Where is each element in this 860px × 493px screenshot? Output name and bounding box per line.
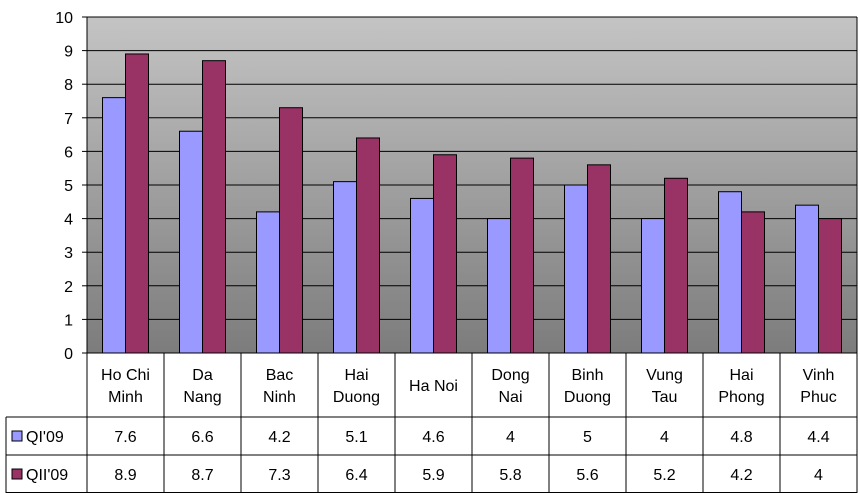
table-value: 4.8	[730, 429, 752, 446]
table-value: 4.2	[268, 429, 290, 446]
category-label: Nang	[183, 389, 221, 406]
table-value: 5.2	[653, 467, 675, 484]
category-label: Phuc	[800, 389, 836, 406]
y-tick-label: 2	[64, 279, 73, 296]
y-tick-label: 1	[64, 312, 73, 329]
y-tick-label: 0	[64, 346, 73, 363]
category-label: Duong	[564, 389, 611, 406]
table-value: 4	[506, 429, 515, 446]
table-value: 7.6	[114, 429, 136, 446]
table-value: 5	[583, 429, 592, 446]
table-value: 6.4	[345, 467, 367, 484]
bar	[202, 60, 226, 354]
category-label: Hai	[344, 367, 368, 384]
table-value: 4.4	[807, 429, 829, 446]
bar	[718, 191, 742, 354]
y-tick-label: 6	[64, 144, 73, 161]
category-label: Duong	[333, 389, 380, 406]
series-label: QI'09	[26, 429, 64, 446]
y-tick-label: 7	[64, 111, 73, 128]
category-label: Ho Chi	[101, 367, 150, 384]
category-label: Hai	[729, 367, 753, 384]
y-tick-label: 9	[64, 44, 73, 61]
y-tick-label: 8	[64, 77, 73, 94]
y-tick-label: 10	[55, 10, 73, 27]
category-label: Nai	[498, 389, 522, 406]
table-value: 5.6	[576, 467, 598, 484]
category-label: Dong	[491, 367, 529, 384]
category-label: Vung	[646, 367, 683, 384]
category-label: Da	[192, 367, 213, 384]
category-label: Tau	[652, 389, 678, 406]
bar	[818, 218, 842, 354]
bar	[179, 130, 203, 354]
table-value: 5.9	[422, 467, 444, 484]
category-label: Phong	[718, 389, 764, 406]
bar	[741, 211, 765, 354]
y-axis: 0 1 2 3 4 5 6 7 8 9 10	[55, 10, 88, 363]
table-value: 4.2	[730, 467, 752, 484]
legend-key	[11, 430, 23, 442]
bar	[487, 218, 511, 354]
bar	[795, 204, 819, 354]
table-value: 4	[814, 467, 823, 484]
bar	[356, 137, 380, 354]
bar	[641, 218, 665, 354]
category-label: Vinh	[803, 367, 835, 384]
data-table: Ho Chi Minh Da Nang Bac Ninh Hai Duong Ha Noi Don…	[5, 352, 858, 493]
bar	[510, 157, 534, 354]
table-value: 5.8	[499, 467, 521, 484]
table-value: 4	[660, 429, 669, 446]
bar	[256, 211, 280, 354]
category-label: Minh	[108, 389, 143, 406]
legend-key	[11, 468, 23, 480]
bar	[433, 154, 457, 354]
category-label: Ha Noi	[409, 378, 458, 395]
table-value: 7.3	[268, 467, 290, 484]
table-value: 8.9	[114, 467, 136, 484]
table-value: 8.7	[191, 467, 213, 484]
bar	[102, 97, 126, 354]
bar	[333, 181, 357, 354]
series-label: QII'09	[26, 467, 68, 484]
bar	[664, 177, 688, 354]
category-label: Ninh	[263, 389, 296, 406]
y-tick-label: 5	[64, 178, 73, 195]
table-value: 6.6	[191, 429, 213, 446]
table-value: 5.1	[345, 429, 367, 446]
y-tick-label: 3	[64, 245, 73, 262]
bars	[102, 53, 842, 354]
bar	[564, 184, 588, 354]
bar	[587, 164, 611, 354]
y-tick-label: 4	[64, 212, 73, 229]
category-label: Bac	[266, 367, 294, 384]
bar	[279, 107, 303, 354]
bar	[125, 53, 149, 354]
category-label: Binh	[571, 367, 603, 384]
table-value: 4.6	[422, 429, 444, 446]
bar	[410, 197, 434, 354]
